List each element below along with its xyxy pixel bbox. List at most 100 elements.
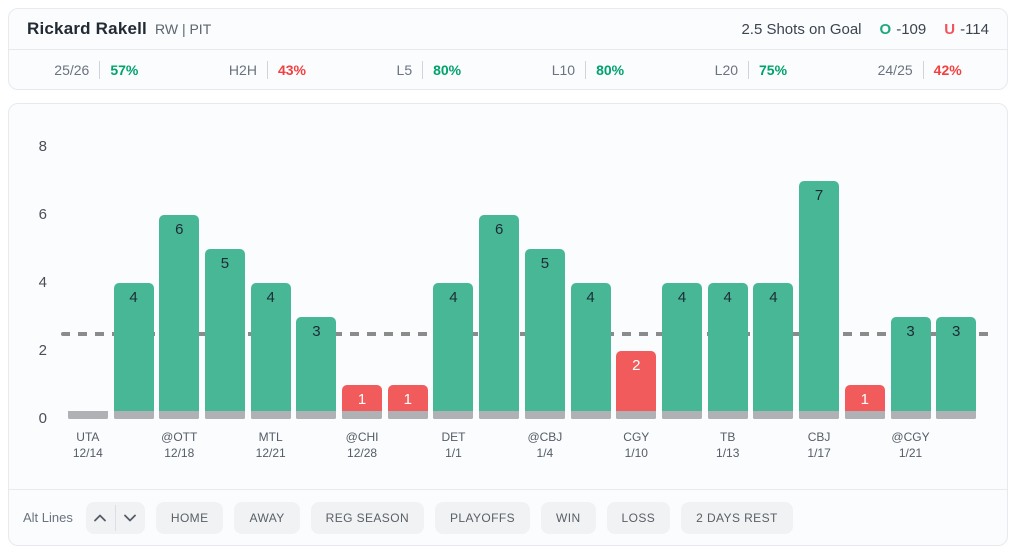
alt-line-down-button[interactable] [116,502,145,534]
stat-label: L10 [551,62,576,78]
bar-value-label: 4 [449,289,458,306]
y-tick-8: 8 [38,138,47,155]
alt-lines-stepper [85,501,145,534]
player-name: Rickard Rakell [27,19,147,38]
bar-game-14[interactable]: 4 [661,283,702,419]
bar-game-8[interactable]: 1 [387,385,428,419]
bar-slot: 4 [568,104,614,419]
bar-det[interactable]: 4 [433,283,474,419]
prop-line-label: 2.5 Shots on Goal [741,20,862,38]
x-label-cgy: CGY 1/10 [623,430,650,460]
hit-rate-stats-row: 25/26 57% H2H 43% L5 80% L10 80% L20 75% 24/25 42% [9,50,1007,90]
y-tick-4: 4 [38,274,47,291]
stat-separator [748,61,750,79]
bar-slot: 3 [933,104,979,419]
player-prop-card: Rickard Rakell RW | PIT 2.5 Shots on Goa… [8,8,1008,90]
bar-value-label: 3 [906,323,915,340]
bar-base-stub [753,411,794,419]
filter-button-home[interactable]: HOME [155,501,224,534]
filter-button-playoffs[interactable]: PLAYOFFS [435,501,531,534]
bar-value-label: 4 [677,289,687,306]
y-tick-6: 6 [38,206,47,223]
stat-item-l10: L10 80% [552,61,624,79]
stat-separator [266,61,268,79]
stat-value: 57% [110,62,139,78]
stat-separator [99,61,101,79]
bar-value-label: 5 [540,255,550,272]
x-label-tb: TB 1/13 [716,430,740,460]
bar-at-chi[interactable]: 1 [342,385,383,419]
filter-button-2-days-rest[interactable]: 2 DAYS REST [681,501,793,534]
stat-item-24-25: 24/25 42% [878,61,962,79]
chevron-up-icon [94,514,107,521]
bar-base-stub [524,411,565,419]
chart-controls-bar: Alt Lines HOME AWAY REG SEASON PLAYOFFS WIN L… [9,489,1007,545]
bar-game-20[interactable]: 3 [936,317,977,419]
x-axis-labels: UTA 12/14 @OTT 12/18 MTL 12/21 @CHI 12/28 DET 1/1… [65,429,979,461]
bar-game-12[interactable]: 4 [570,283,611,419]
stat-label: H2H [228,62,257,78]
x-label-mtl: MTL 12/21 [255,430,286,460]
under-odds-value: -114 [960,20,989,38]
bar-tb[interactable]: 4 [707,283,748,419]
bar-game-10[interactable]: 6 [479,215,520,419]
filter-button-win[interactable]: WIN [541,501,596,534]
bar-slot: 3 [294,104,340,419]
x-label-empty [751,429,797,461]
bar-base-stub [936,411,977,419]
header-divider [9,49,1007,50]
stat-value: 75% [759,62,788,78]
stat-value: 80% [433,62,462,78]
x-label-empty [202,429,248,461]
bar-game-2[interactable]: 4 [113,283,154,419]
bar-cbj[interactable]: 7 [799,181,840,419]
bar-base-stub [844,411,885,419]
x-label-cbj: CBJ 1/17 [807,430,831,460]
bar-value-label: 7 [814,187,824,204]
bar-mtl[interactable]: 4 [250,283,291,419]
stat-value: 43% [277,62,306,78]
stat-item-25-26: 25/26 57% [54,61,138,79]
x-label-at-cbj: @CBJ 1/4 [527,430,563,460]
bar-at-cgy[interactable]: 3 [890,317,931,419]
bar-slot: 4 [659,104,705,419]
bar-at-cbj[interactable]: 5 [524,249,565,419]
filter-buttons-group: HOME AWAY REG SEASON PLAYOFFS WIN LOSS 2 DAYS … [155,501,793,534]
bar-slot: 1 [842,104,888,419]
stat-separator [585,61,587,79]
stat-label: L20 [714,62,739,78]
filter-button-loss[interactable]: LOSS [606,501,671,534]
filter-button-reg-season[interactable]: REG SEASON [310,501,425,534]
filter-button-away[interactable]: AWAY [234,501,300,534]
bar-base-stub [799,411,840,419]
y-tick-2: 2 [38,342,47,359]
x-label-at-ott: @OTT 12/18 [161,430,198,460]
bar-game-6[interactable]: 3 [296,317,337,419]
bar-base-stub [707,411,748,419]
x-label-empty [476,429,522,461]
bar-slot: 3 [888,104,934,419]
x-label-empty [568,429,614,461]
bar-base-stub [159,411,200,419]
x-label-empty [294,429,340,461]
bar-slot: 7 [796,104,842,419]
bar-value-label: 1 [357,391,367,408]
alt-line-up-button[interactable] [86,502,115,534]
bar-cgy[interactable]: 2 [616,351,657,419]
bar-game-16[interactable]: 4 [753,283,794,419]
bar-at-ott[interactable]: 6 [159,215,200,419]
stat-separator [922,61,924,79]
stat-label: 25/26 [54,62,90,78]
bar-game-4[interactable]: 5 [204,249,245,419]
bar-game-18[interactable]: 1 [844,385,885,419]
over-odds-value: -109 [896,20,927,38]
bar-value-label: 1 [403,391,412,408]
stat-item-l20: L20 75% [715,61,787,79]
under-symbol: U [944,20,956,38]
bar-value-label: 6 [175,221,184,238]
bar-uta[interactable] [67,411,108,419]
x-label-empty [111,429,157,461]
stat-item-h2h: H2H 43% [229,61,306,79]
bar-slot: 2 [613,104,659,419]
x-label-det: DET 1/1 [441,430,466,460]
